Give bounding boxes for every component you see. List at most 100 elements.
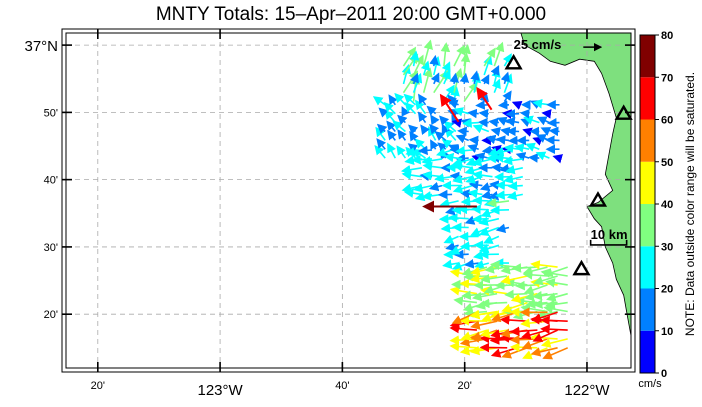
scale-legends: 25 cm/s 10 km — [514, 37, 628, 246]
colorbar-segment — [640, 35, 655, 78]
current-vector — [545, 299, 568, 310]
current-vector — [412, 54, 424, 76]
lon-tick-label: 123°W — [197, 382, 243, 399]
current-vector — [507, 135, 520, 146]
current-vector — [404, 102, 417, 115]
current-vector — [532, 329, 558, 342]
current-vector — [519, 108, 530, 119]
current-vector — [434, 173, 453, 183]
current-vector — [388, 94, 398, 106]
current-vector — [441, 61, 451, 76]
current-vector — [475, 100, 489, 110]
current-vector — [472, 291, 498, 302]
land-layer — [520, 33, 631, 339]
current-vector — [440, 42, 451, 67]
current-vector — [429, 123, 440, 135]
current-vector — [467, 143, 479, 154]
current-vector — [471, 204, 489, 215]
current-vector — [387, 142, 397, 159]
current-vector — [531, 311, 558, 323]
colorbar-tick-label: 80 — [661, 30, 673, 42]
current-vector — [478, 216, 500, 226]
lon-tick-label: 20' — [458, 380, 472, 392]
current-vector — [429, 54, 439, 67]
current-vector — [547, 117, 560, 128]
lat-tick-label: 37°N — [24, 38, 58, 55]
current-vector — [409, 72, 419, 85]
current-vector — [469, 309, 498, 320]
current-vector — [451, 118, 463, 128]
current-vector — [453, 249, 469, 260]
current-vector — [479, 298, 508, 309]
current-vector — [528, 153, 540, 163]
current-vector — [422, 39, 433, 67]
colorbar-segment — [640, 77, 655, 120]
current-vector — [426, 105, 437, 116]
current-vector — [490, 65, 500, 76]
colorbar-segment — [640, 330, 655, 373]
colorbar-tick-label: 70 — [661, 72, 673, 84]
current-vector — [502, 155, 523, 166]
current-vector — [414, 99, 427, 115]
current-vector — [449, 171, 463, 182]
current-vector — [491, 162, 503, 173]
current-vector — [387, 129, 397, 141]
current-vector — [545, 278, 568, 288]
colorbar-segment — [640, 246, 655, 289]
colorbar-tick-label: 60 — [661, 115, 673, 127]
gridlines — [66, 33, 631, 368]
current-vector-highlight — [476, 86, 493, 111]
current-vector-highlight — [439, 93, 460, 123]
current-vector — [453, 296, 477, 306]
lat-tick-label: 30' — [44, 242, 58, 254]
colorbar-segment — [640, 204, 655, 247]
current-vector — [455, 134, 469, 144]
lat-tick-label: 50' — [44, 107, 58, 119]
current-vector — [420, 124, 430, 135]
current-vector — [412, 72, 423, 93]
current-vector — [480, 74, 490, 85]
current-vector — [483, 54, 493, 76]
current-vector — [418, 145, 433, 156]
radar-station-marker — [504, 53, 523, 70]
vector-field — [372, 39, 569, 360]
current-vector — [541, 109, 552, 119]
current-vector — [533, 275, 558, 286]
current-vector — [495, 135, 510, 145]
map-frame — [61, 28, 636, 373]
land-polygon — [520, 33, 631, 339]
current-vector — [523, 284, 548, 295]
current-vector — [430, 114, 440, 126]
current-vector — [474, 259, 490, 270]
current-vector — [504, 289, 528, 300]
current-vector — [397, 114, 408, 125]
current-vector — [542, 347, 569, 360]
current-vector — [459, 315, 488, 326]
current-vector — [530, 260, 558, 270]
axes: 37°N 50' 40' 30' 20' 20' 123°W 40' 20' 122°W — [24, 29, 635, 399]
scale-arrow-label: 25 cm/s — [514, 37, 562, 52]
current-vector — [522, 127, 533, 137]
current-vector — [515, 152, 530, 162]
current-vector — [403, 93, 417, 106]
current-vector — [453, 107, 469, 117]
current-vector — [468, 135, 479, 146]
lat-tick-label: 40' — [44, 175, 58, 187]
current-vector — [505, 109, 520, 119]
current-vector — [449, 145, 463, 155]
current-vector — [441, 69, 451, 85]
inner-frame — [65, 32, 632, 369]
chart-title: MNTY Totals: 15–Apr–2011 20:00 GMT+0.000 — [155, 4, 547, 25]
current-vector — [472, 195, 489, 206]
current-vector — [409, 50, 420, 67]
current-vector — [548, 126, 560, 137]
map-plot-area — [66, 33, 631, 368]
colorbar-segment — [640, 119, 655, 162]
current-vector — [478, 108, 489, 119]
current-vector — [472, 170, 493, 180]
current-vector — [490, 127, 501, 137]
lon-tick-label: 122°W — [564, 382, 610, 399]
scale-bar — [589, 239, 628, 246]
current-vector — [490, 205, 510, 215]
current-vector — [376, 138, 387, 150]
